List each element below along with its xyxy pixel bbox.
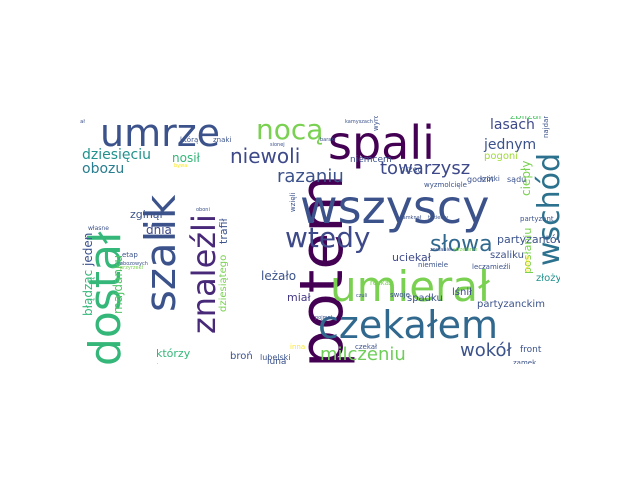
word-cloud-word: umierał [330,262,490,311]
word-cloud-word: lubelski [260,353,291,362]
word-cloud-word: zginął [130,208,163,221]
word-cloud-word: pogoni [484,151,519,162]
word-cloud-word: dziesięciu [82,147,151,163]
word-cloud-word: zostanie [430,247,451,253]
word-cloud-word: lasach [490,117,535,133]
word-cloud-word: obozu [82,161,125,177]
word-cloud-word: uciekał [392,251,431,264]
word-cloud-word: oboni [196,207,210,213]
word-cloud-word: zbliżał [510,116,542,122]
word-cloud-word: jednym [484,137,537,153]
word-cloud: potem wszyscy umierał spali czekałem dostał sz… [80,116,560,364]
word-cloud-word: strzelanie [453,247,478,253]
word-cloud-word: obozowych [120,261,148,267]
word-cloud-word: błądząc [81,269,95,316]
word-cloud-word: lecz [472,263,486,271]
word-cloud-word: niemcem [350,155,392,165]
word-cloud-word: wszyscy [300,180,490,234]
word-cloud-word: pojmał [315,315,332,321]
word-cloud-word: wtedy [285,221,371,254]
word-cloud-word: znaki [213,136,232,144]
word-cloud-word: spali [328,116,435,170]
word-cloud-word: którą [180,136,199,144]
word-cloud-word: kamyszach [345,119,373,125]
word-cloud-word: baraki [320,137,336,143]
word-cloud-word: czekał [355,343,378,351]
word-cloud-word: słyszał [525,255,531,272]
word-cloud-word: miał [287,291,311,304]
word-cloud-word: złożyć [536,273,560,284]
word-cloud-word: rozkaz [370,279,393,287]
word-cloud-word: zamknął [400,215,422,221]
word-cloud-word: najdanek [542,116,550,138]
word-cloud-word: czytał [80,119,85,125]
word-cloud-word: towarzysz [380,158,471,179]
word-cloud-word: czuli [356,293,368,299]
word-cloud-word: takiemy [428,215,449,221]
word-cloud-word: sionej [270,142,285,148]
word-cloud-word: leżało [261,269,297,283]
word-cloud-word: wschód [532,152,560,266]
word-cloud-word: umrze [100,116,221,155]
word-cloud-word: znaleźli [185,214,223,334]
word-cloud-word: wzięli [289,192,297,212]
word-cloud-word: niemiele [418,261,449,269]
word-cloud-word: wyzmolcięle [424,181,467,189]
word-cloud-word: broń [230,351,253,362]
word-cloud-word: partyzanckim [477,299,545,310]
word-cloud-word: zamek [513,359,537,365]
word-cloud-word: słowa [430,232,493,257]
word-cloud-word: jeden [81,232,95,266]
word-cloud-word: dnia [146,223,172,237]
word-cloud-word: nocą [256,116,324,146]
word-cloud-word: którzy [156,347,191,360]
word-cloud-word: czekałem [318,303,499,347]
word-cloud-word: dziesiątego [218,254,229,312]
word-cloud-word: etap [122,251,138,259]
word-cloud-word: swoje [390,291,410,299]
word-cloud-word: front [520,345,542,355]
word-cloud-word: sądu [507,175,527,184]
word-cloud-word: wokół [460,340,512,361]
word-cloud-word: nosił [172,151,200,165]
word-cloud-word: trafił [217,218,230,244]
word-cloud-word: przed [400,165,423,174]
word-cloud-word: własne [88,225,109,232]
word-cloud-word: milczeniu [320,344,406,364]
word-cloud-word: krótki [480,175,500,183]
word-cloud-word: przyrzekł [120,265,143,271]
word-cloud-word: partyzantów [497,233,560,246]
word-cloud-word: wyrok [372,116,380,131]
word-cloud-word: spadku [407,293,443,304]
word-cloud-word: bywa [174,163,188,169]
word-cloud-word: luną [267,357,287,365]
word-cloud-word: lśnił [452,287,472,298]
word-cloud-word: partyzant [520,215,554,223]
word-cloud-word: szaliku [490,250,524,261]
word-cloud-word: godzin [467,175,494,184]
word-cloud-word: zamieźli [482,263,511,271]
word-cloud-word: inna [290,343,306,351]
word-cloud-word: niewoli [230,144,301,168]
word-cloud-word: razaniu [277,166,344,187]
